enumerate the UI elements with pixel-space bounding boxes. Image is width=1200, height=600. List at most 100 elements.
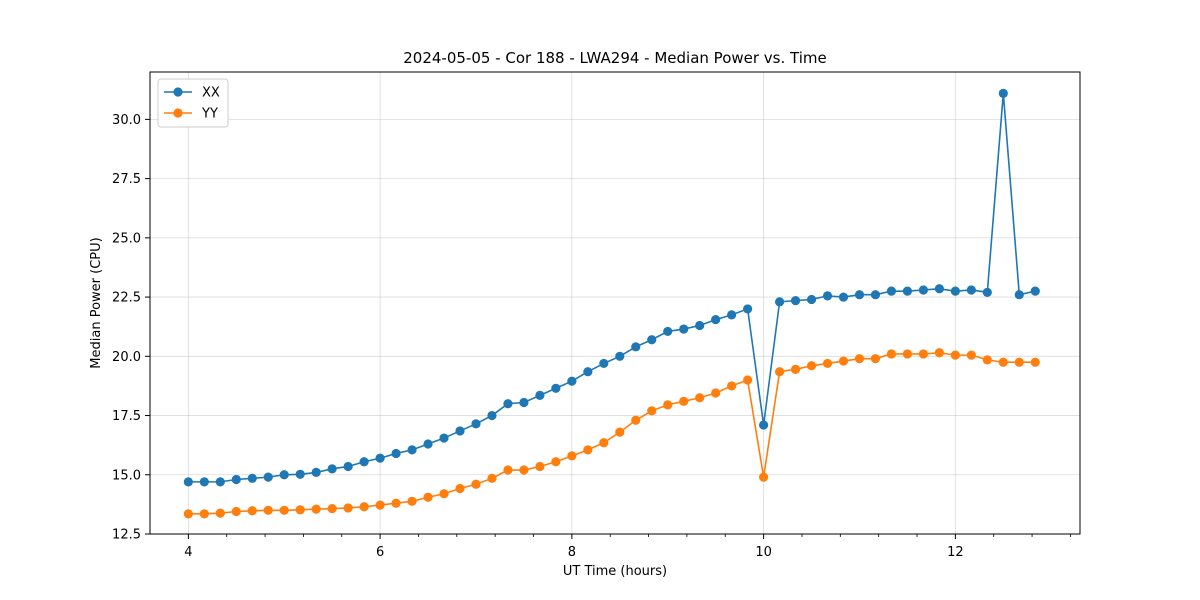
data-point-yy [423, 492, 433, 502]
data-point-yy [375, 500, 385, 510]
data-point-xx [647, 335, 657, 345]
plot-area-frame [149, 71, 1081, 535]
data-point-yy [998, 357, 1008, 367]
legend-label: YY [201, 107, 218, 122]
data-point-xx [551, 383, 561, 393]
y-tick-label: 30.0 [112, 113, 141, 128]
data-point-yy [822, 358, 833, 369]
data-point-xx [663, 326, 673, 337]
data-point-yy [407, 496, 417, 506]
data-point-yy [854, 354, 865, 364]
data-point-yy [711, 388, 721, 398]
data-point-xx [263, 472, 273, 482]
data-point-yy [199, 509, 209, 519]
data-point-xx [359, 457, 369, 467]
data-point-xx [966, 285, 976, 295]
data-point-yy [327, 504, 337, 514]
legend-item-yy: YY [164, 107, 218, 122]
data-point-yy [535, 461, 545, 472]
data-point-xx [487, 410, 497, 421]
data-point-yy [934, 348, 944, 358]
data-point-yy [439, 489, 449, 499]
data-point-yy [295, 505, 305, 515]
data-series [183, 88, 1040, 519]
legend: XX YY [157, 78, 229, 128]
data-point-yy [1014, 357, 1024, 367]
data-point-yy [359, 502, 369, 512]
x-tick-label: 10 [755, 545, 772, 560]
series-xx [183, 88, 1040, 487]
data-point-xx [183, 477, 193, 487]
legend-label: XX [202, 86, 220, 101]
data-point-yy [343, 503, 353, 513]
legend-marker [173, 108, 183, 118]
data-point-xx [1014, 290, 1024, 300]
data-point-yy [695, 393, 705, 403]
data-point-xx [631, 342, 641, 352]
data-point-xx [455, 426, 465, 436]
data-point-xx [519, 397, 529, 408]
x-axis-label: UT Time (hours) [563, 564, 667, 579]
data-point-xx [599, 358, 609, 369]
legend-item-xx: XX [164, 86, 220, 101]
data-point-yy [215, 508, 225, 518]
data-point-xx [407, 445, 417, 455]
data-point-xx [503, 399, 513, 409]
data-point-xx [215, 477, 225, 487]
data-point-yy [455, 483, 465, 494]
data-point-yy [615, 427, 625, 437]
data-point-yy [727, 381, 737, 391]
data-point-xx [327, 464, 337, 474]
data-point-xx [822, 291, 833, 301]
data-point-xx [918, 285, 929, 295]
data-point-xx [902, 286, 913, 296]
data-point-xx [982, 287, 992, 297]
data-point-yy [774, 367, 785, 377]
data-point-xx [535, 390, 545, 400]
y-tick-label: 17.5 [112, 409, 141, 424]
data-point-yy [902, 349, 913, 359]
data-point-xx [583, 367, 593, 377]
y-tick-label: 22.5 [112, 291, 141, 306]
data-point-xx [870, 290, 881, 300]
data-point-xx [934, 284, 944, 294]
data-point-yy [391, 498, 401, 508]
data-point-xx [774, 297, 785, 307]
data-point-yy [790, 364, 801, 374]
data-point-xx [854, 290, 865, 300]
x-tick-label: 6 [376, 545, 384, 560]
data-point-yy [471, 479, 481, 489]
data-point-yy [231, 506, 241, 517]
data-point-xx [343, 461, 353, 472]
data-point-yy [1030, 357, 1040, 367]
data-point-yy [966, 350, 976, 360]
data-point-xx [247, 473, 257, 483]
data-point-yy [982, 355, 992, 365]
data-point-yy [263, 505, 273, 515]
data-point-xx [759, 420, 769, 430]
data-point-xx [1030, 286, 1040, 296]
legend-marker [173, 87, 183, 97]
data-point-yy [806, 361, 817, 371]
y-axis-label: Median Power (CPU) [89, 237, 104, 368]
data-point-yy [551, 457, 561, 467]
data-point-yy [567, 451, 577, 461]
chart-title: 2024-05-05 - Cor 188 - LWA294 - Median P… [403, 49, 827, 67]
axis-ticks: 4 6 8 10 12 12.5 15.0 17.5 20.0 22.5 25.0 27.5 30.0 [112, 113, 1071, 560]
data-point-xx [711, 314, 721, 325]
data-point-yy [918, 349, 929, 359]
data-point-yy [679, 396, 689, 406]
grid [150, 72, 1080, 535]
data-point-xx [375, 453, 385, 463]
data-point-yy [183, 509, 193, 519]
data-point-yy [599, 438, 609, 448]
data-point-xx [743, 304, 753, 314]
data-point-xx [279, 470, 289, 480]
data-point-xx [567, 376, 577, 386]
data-point-xx [950, 286, 960, 296]
data-point-yy [950, 350, 960, 360]
data-point-xx [423, 439, 433, 449]
data-point-yy [663, 400, 673, 410]
data-point-yy [279, 505, 289, 515]
